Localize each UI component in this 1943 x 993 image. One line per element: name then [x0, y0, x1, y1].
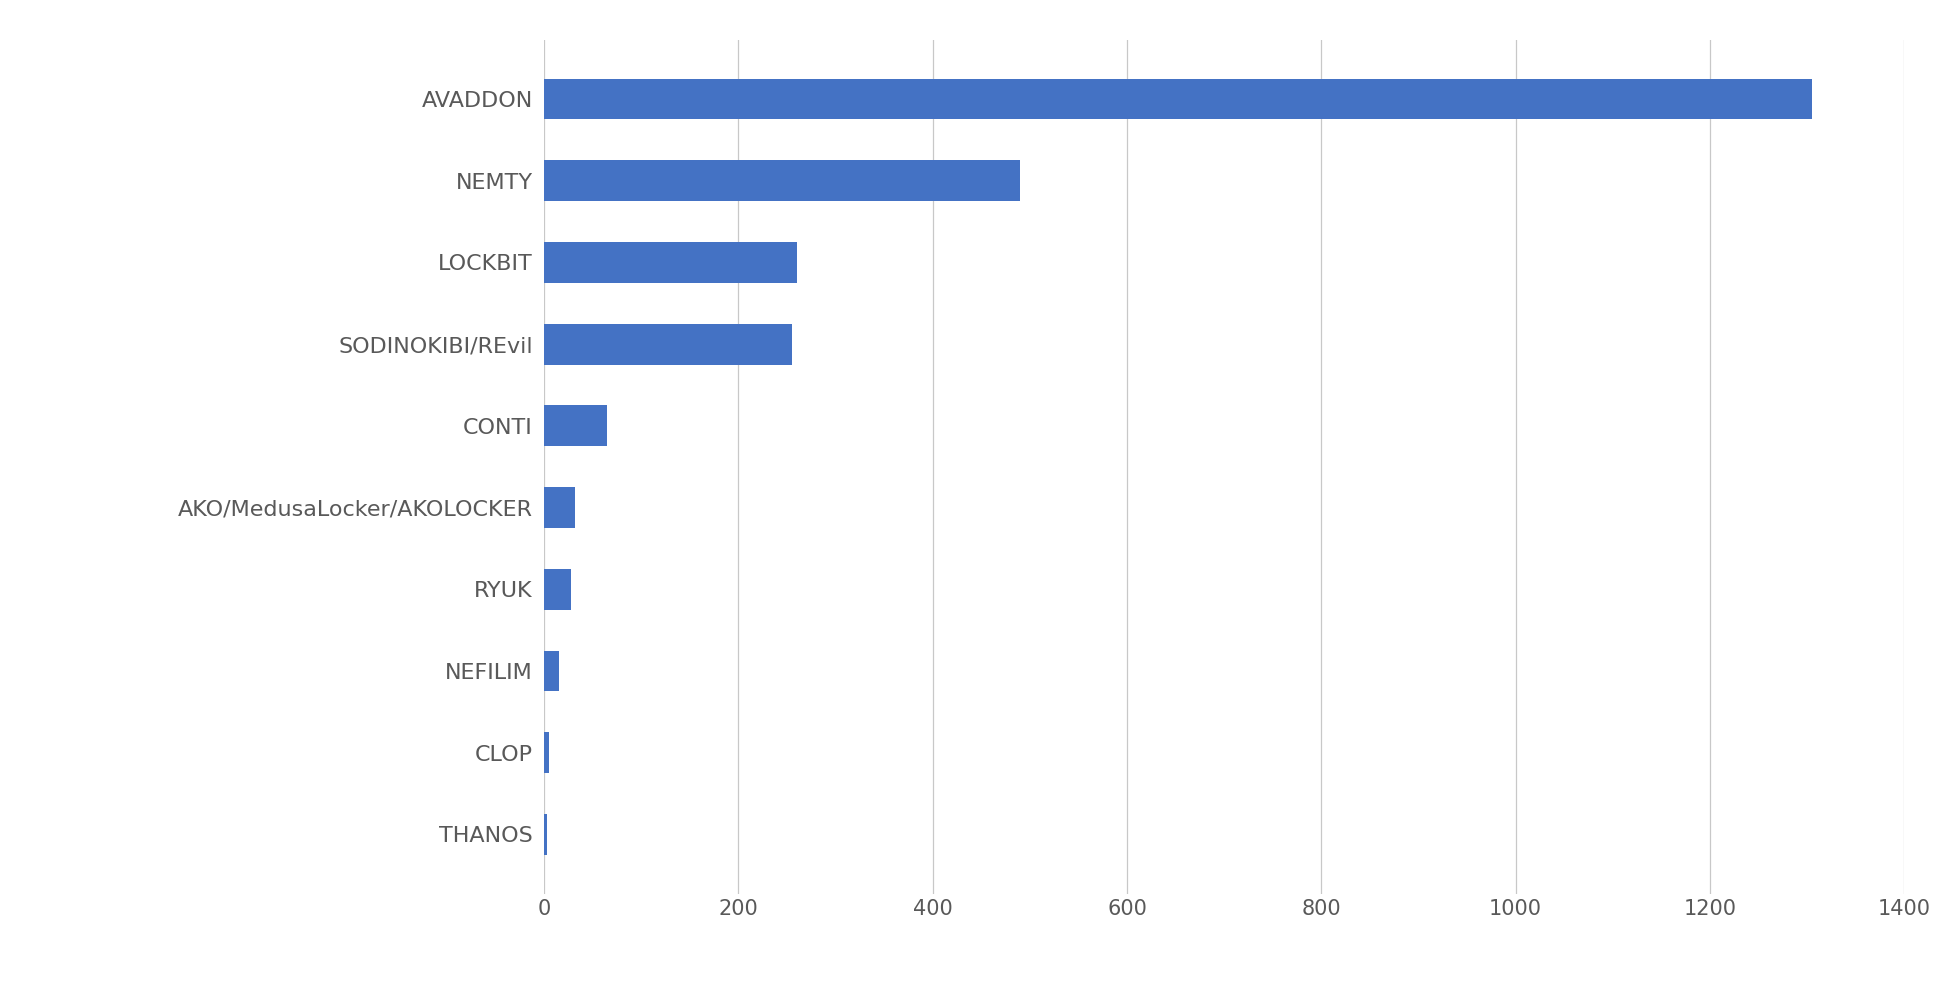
- Bar: [544, 160, 1020, 202]
- Bar: [544, 242, 797, 283]
- Bar: [544, 488, 575, 528]
- Bar: [544, 814, 548, 855]
- Bar: [544, 650, 560, 691]
- Bar: [544, 569, 571, 610]
- Bar: [544, 405, 608, 446]
- Bar: [544, 732, 550, 774]
- Bar: [544, 78, 1811, 119]
- Bar: [544, 324, 793, 364]
